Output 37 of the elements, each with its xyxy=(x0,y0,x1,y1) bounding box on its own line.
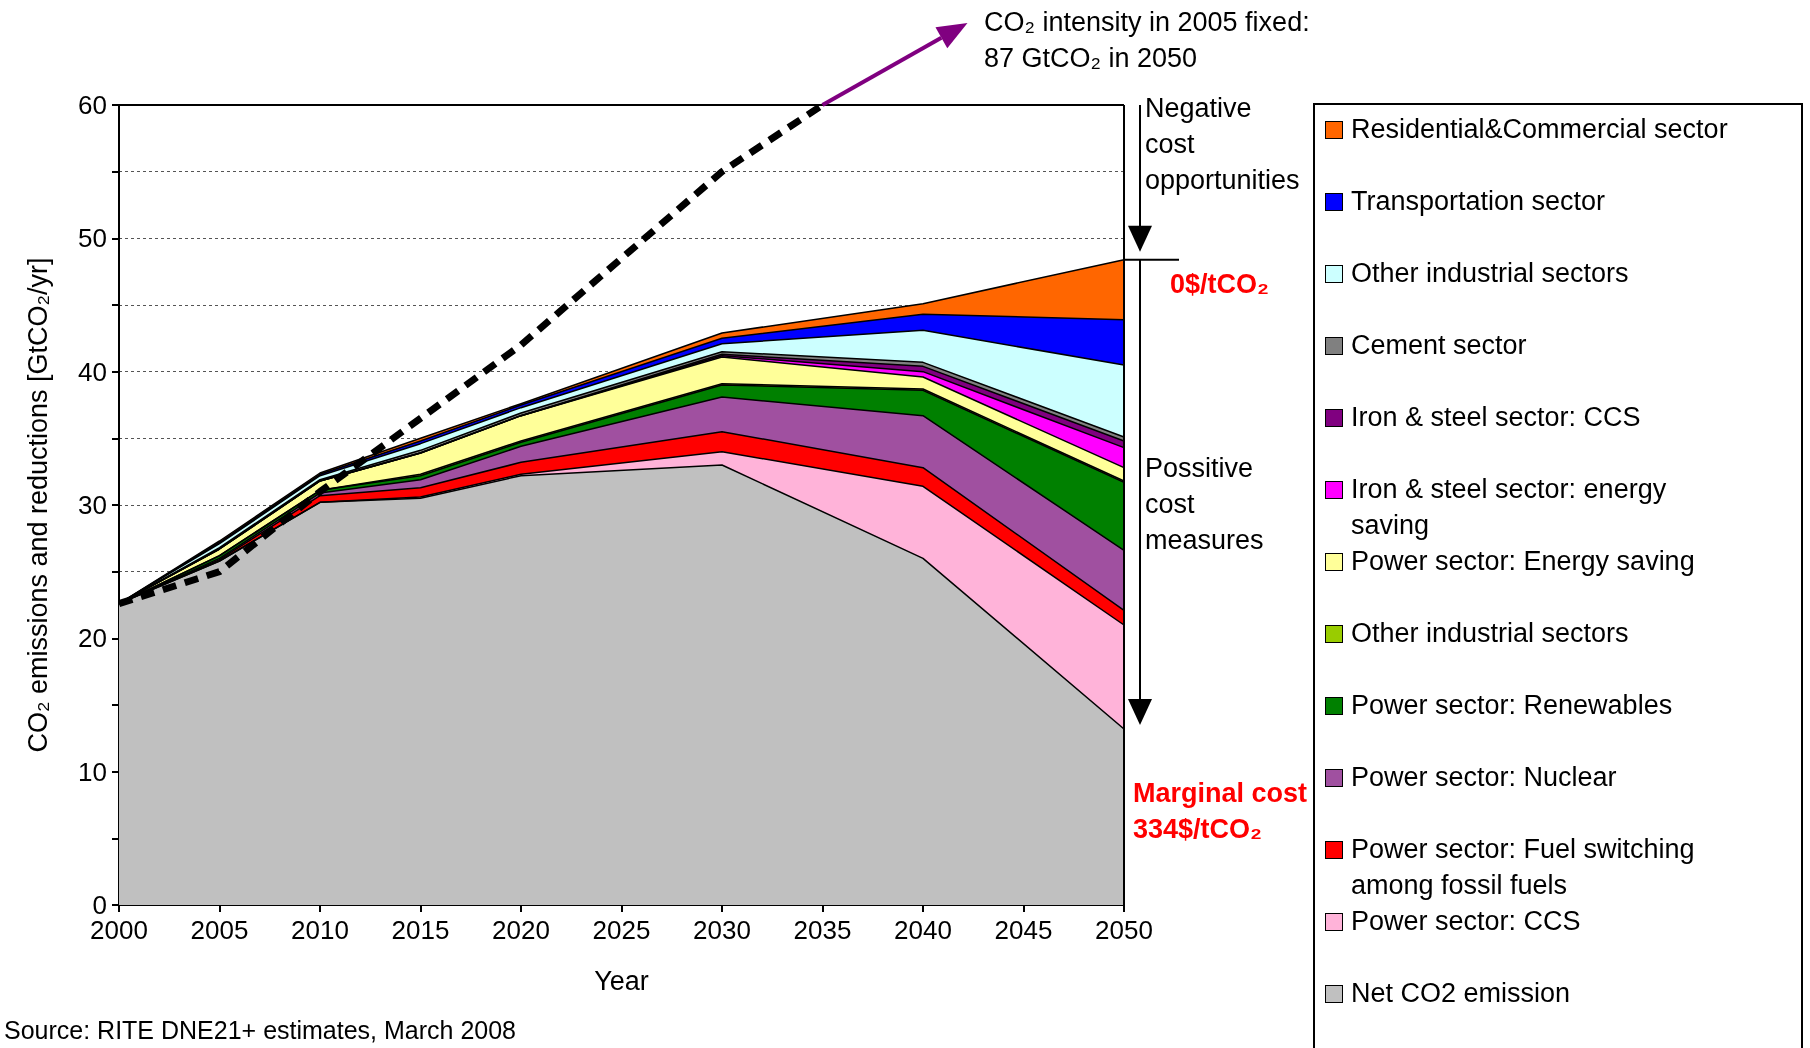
x-tick-label: 2025 xyxy=(592,915,651,945)
x-tick-label: 2030 xyxy=(693,915,751,945)
y-tick-label: 30 xyxy=(78,490,107,520)
legend-label: Iron & steel sector: energy saving xyxy=(1351,473,1668,542)
y-tick-label: 50 xyxy=(78,223,107,254)
legend-label: Iron & steel sector: CCS xyxy=(1351,401,1642,434)
x-tick-label: 2005 xyxy=(190,915,249,945)
x-tick-label: 2040 xyxy=(894,915,952,945)
legend-label: Net CO2 emission xyxy=(1351,977,1572,1010)
y-tick-label: 40 xyxy=(78,356,107,387)
x-axis-title: Year xyxy=(594,965,649,996)
y-tick-label: 10 xyxy=(78,756,107,787)
x-tick-label: 2020 xyxy=(492,915,550,945)
legend-label: Transportation sector xyxy=(1351,185,1607,218)
text: 0$/tCO₂ xyxy=(1170,268,1270,301)
y-tick-label: 60 xyxy=(78,90,107,120)
y-axis-title: CO₂ emissions and reductions [GtCO₂/yr] xyxy=(22,257,53,753)
legend-label: Power sector: Fuel switching among fossil fuels xyxy=(1351,833,1696,902)
x-tick-label: 2010 xyxy=(291,915,349,945)
y-tick-label: 20 xyxy=(78,623,107,654)
legend-label: Power sector: Energy saving xyxy=(1351,545,1696,578)
legend-label: Power sector: CCS xyxy=(1351,905,1582,938)
legend-label: Other industrial sectors xyxy=(1351,617,1630,650)
x-tick-label: 2035 xyxy=(793,915,852,945)
legend-label: Power sector: Nuclear xyxy=(1351,761,1618,794)
x-tick-label: 2050 xyxy=(1095,915,1153,945)
x-tick-label: 2045 xyxy=(994,915,1053,945)
text: Possitive cost measures xyxy=(1145,452,1264,557)
legend-label: Power sector: Renewables xyxy=(1351,689,1674,722)
legend-label: Other industrial sectors xyxy=(1351,257,1630,290)
text: CO₂ intensity in 2005 fixed: 87 GtCO₂ in 2050 xyxy=(984,6,1310,75)
text: Marginal cost 334$/tCO₂ xyxy=(1133,777,1308,846)
legend-label: Cement sector xyxy=(1351,329,1528,362)
legend-label: Residential&Commercial sector xyxy=(1351,113,1729,146)
text: Negative cost opportunities xyxy=(1145,92,1300,197)
x-tick-label: 2015 xyxy=(391,915,450,945)
source-note: Source: RITE DNE21+ estimates, March 2008 xyxy=(4,1015,517,1046)
